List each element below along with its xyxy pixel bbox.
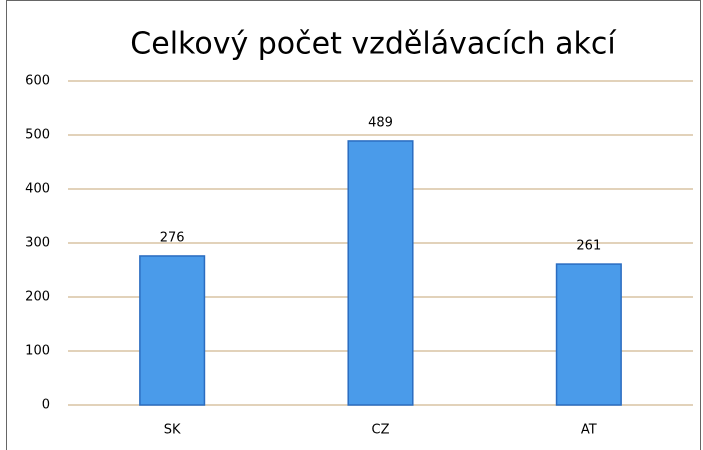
y-tick-label: 500 <box>25 128 50 143</box>
y-tick-label: 600 <box>25 74 50 89</box>
chart-title: Celkový počet vzdělávacích akcí <box>130 27 617 62</box>
chart-frame <box>6 0 701 450</box>
y-tick-label: 100 <box>25 344 50 359</box>
data-label: 276 <box>160 230 185 245</box>
data-label: 261 <box>576 239 601 254</box>
x-tick-label: AT <box>581 423 597 438</box>
bar <box>139 255 206 406</box>
y-tick-label: 400 <box>25 182 50 197</box>
data-label: 489 <box>368 115 393 130</box>
x-tick-label: SK <box>164 423 181 438</box>
bar <box>555 263 622 406</box>
y-tick-label: 200 <box>25 290 50 305</box>
y-tick-label: 300 <box>25 236 50 251</box>
bar <box>347 140 414 406</box>
y-tick-label: 0 <box>42 398 50 413</box>
x-tick-label: CZ <box>372 423 390 438</box>
